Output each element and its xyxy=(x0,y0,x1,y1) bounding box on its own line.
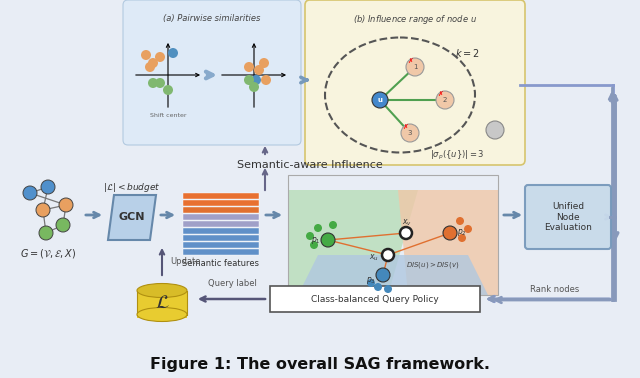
Text: $x_v$: $x_v$ xyxy=(402,218,412,228)
Text: $k = 2$: $k = 2$ xyxy=(455,47,480,59)
Polygon shape xyxy=(288,190,418,295)
Text: ✗: ✗ xyxy=(437,91,443,97)
Ellipse shape xyxy=(137,284,187,297)
Text: Rank nodes: Rank nodes xyxy=(531,285,580,294)
Circle shape xyxy=(329,221,337,229)
Circle shape xyxy=(367,279,375,287)
Circle shape xyxy=(384,285,392,293)
Text: $p_3$: $p_3$ xyxy=(366,274,376,285)
Polygon shape xyxy=(398,190,498,295)
Text: $p_2$: $p_2$ xyxy=(457,228,467,239)
Text: Semantic features: Semantic features xyxy=(182,260,259,268)
Circle shape xyxy=(376,268,390,282)
Text: ✗: ✗ xyxy=(402,124,408,130)
Text: 1: 1 xyxy=(413,64,417,70)
Circle shape xyxy=(163,85,173,95)
Circle shape xyxy=(249,82,259,92)
Text: 3: 3 xyxy=(408,130,412,136)
Text: u: u xyxy=(378,97,383,103)
Circle shape xyxy=(56,218,70,232)
Circle shape xyxy=(254,65,264,75)
Text: (b) Influence range of node $u$: (b) Influence range of node $u$ xyxy=(353,12,477,25)
Bar xyxy=(270,286,480,312)
Circle shape xyxy=(23,186,37,200)
Bar xyxy=(183,235,259,241)
FancyBboxPatch shape xyxy=(525,185,611,249)
Circle shape xyxy=(141,50,151,60)
Text: $|\sigma_p(\{u\})| = 3$: $|\sigma_p(\{u\})| = 3$ xyxy=(430,149,484,161)
Circle shape xyxy=(244,62,254,72)
Text: $|\mathcal{L}| < budget$: $|\mathcal{L}| < budget$ xyxy=(103,181,161,194)
Text: $G = (\mathcal{V}, \mathcal{E}, X)$: $G = (\mathcal{V}, \mathcal{E}, X)$ xyxy=(20,246,76,260)
FancyBboxPatch shape xyxy=(123,0,301,145)
Bar xyxy=(183,242,259,248)
Text: $DIS(u) > DIS(v)$: $DIS(u) > DIS(v)$ xyxy=(406,260,460,270)
Circle shape xyxy=(145,62,155,72)
Circle shape xyxy=(306,232,314,240)
Bar xyxy=(183,221,259,227)
Circle shape xyxy=(39,226,53,240)
Circle shape xyxy=(155,52,165,62)
Text: (a) Pairwise similarities: (a) Pairwise similarities xyxy=(163,14,260,23)
Text: 2: 2 xyxy=(443,97,447,103)
Text: $\mathcal{L}$: $\mathcal{L}$ xyxy=(155,293,170,311)
Circle shape xyxy=(168,48,178,58)
Circle shape xyxy=(456,217,464,225)
Bar xyxy=(137,291,187,318)
Text: $x_u$: $x_u$ xyxy=(369,253,379,263)
Circle shape xyxy=(321,233,335,247)
Circle shape xyxy=(443,226,457,240)
Circle shape xyxy=(259,58,269,68)
Circle shape xyxy=(155,78,165,88)
Circle shape xyxy=(382,249,394,261)
Circle shape xyxy=(401,124,419,142)
Bar xyxy=(183,207,259,213)
Text: Shift center: Shift center xyxy=(150,113,186,118)
Bar xyxy=(183,200,259,206)
Text: ✗: ✗ xyxy=(407,58,413,64)
Text: Figure 1: The overall SAG framework.: Figure 1: The overall SAG framework. xyxy=(150,358,490,372)
Circle shape xyxy=(314,224,322,232)
Ellipse shape xyxy=(137,307,187,322)
Circle shape xyxy=(406,58,424,76)
FancyBboxPatch shape xyxy=(305,0,525,165)
Circle shape xyxy=(41,180,55,194)
Circle shape xyxy=(59,198,73,212)
Text: Query label: Query label xyxy=(207,279,257,288)
Circle shape xyxy=(400,227,412,239)
Circle shape xyxy=(148,58,158,68)
Circle shape xyxy=(251,75,261,85)
Circle shape xyxy=(372,92,388,108)
Circle shape xyxy=(436,91,454,109)
Text: Update: Update xyxy=(170,257,200,266)
Bar xyxy=(183,249,259,255)
Circle shape xyxy=(261,75,271,85)
Circle shape xyxy=(36,203,50,217)
Text: $p_1$: $p_1$ xyxy=(311,234,321,245)
Polygon shape xyxy=(298,255,488,295)
Bar xyxy=(183,193,259,199)
Text: Prototype-based Diversity: Prototype-based Diversity xyxy=(330,302,456,312)
Text: GCN: GCN xyxy=(119,212,145,223)
Bar xyxy=(183,228,259,234)
Circle shape xyxy=(486,121,504,139)
Bar xyxy=(288,175,498,295)
Circle shape xyxy=(244,75,254,85)
Polygon shape xyxy=(108,195,156,240)
Circle shape xyxy=(374,283,382,291)
Text: Class-balanced Query Policy: Class-balanced Query Policy xyxy=(311,294,439,304)
Circle shape xyxy=(458,234,466,242)
Text: Semantic-aware Influence: Semantic-aware Influence xyxy=(237,160,383,170)
Bar xyxy=(183,214,259,220)
Circle shape xyxy=(148,78,158,88)
Circle shape xyxy=(464,225,472,233)
Text: Unified
Node
Evaluation: Unified Node Evaluation xyxy=(544,202,592,232)
Circle shape xyxy=(310,241,318,249)
